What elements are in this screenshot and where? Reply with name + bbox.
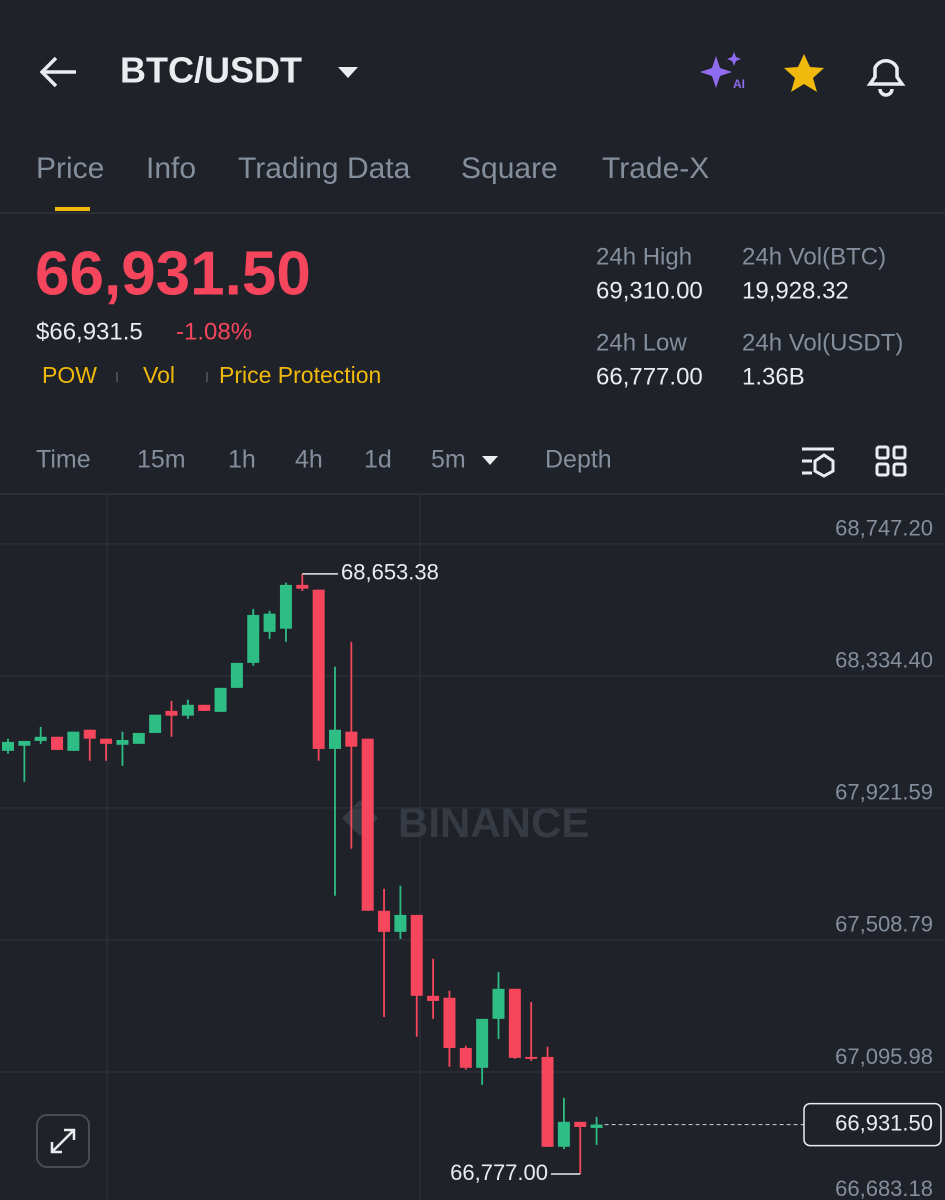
stat-label: 24h High [596,243,692,270]
last-price-box [803,1102,942,1147]
ai-button[interactable]: AI [700,52,745,91]
candle-body [296,584,309,589]
candle-body [263,613,276,632]
candle-body [574,1121,587,1127]
candle-body [279,584,292,629]
candle-body [476,1018,489,1068]
layout-button[interactable] [875,445,907,477]
candle-body [508,988,521,1058]
candle-body [541,1056,554,1147]
candle-body [198,704,211,711]
candle-body [427,995,440,1001]
y-tick-label: 68,747.20 [835,516,933,541]
candle-body [34,736,47,741]
last-price-label: 66,931.50 [835,1110,933,1135]
fullscreen-button[interactable] [36,1114,90,1168]
candle-body [312,589,325,749]
usd-price: $66,931.5 [36,318,143,345]
candle-body [557,1121,570,1147]
stat-value: 1.36B [742,363,805,390]
candle-body [165,710,178,716]
tab[interactable]: Trading Data [238,152,411,185]
stat-label: 24h Vol(USDT) [742,329,903,356]
candle-body [345,731,358,747]
tag[interactable]: Vol [143,362,175,388]
candle-body [361,738,374,911]
candle-body [51,736,64,750]
interval-tab[interactable]: 4h [295,446,323,474]
candle-body [100,738,113,744]
price-change: -1.08% [176,318,252,345]
svg-text:AI: AI [733,77,745,91]
watermark: BINANCE [398,799,589,846]
y-tick-label: 67,095.98 [835,1044,933,1069]
candle-body [214,687,227,712]
candle-body [181,704,194,716]
candle-body [492,988,505,1019]
interval-tab[interactable]: 15m [137,446,186,474]
tab[interactable]: Info [146,152,196,185]
stat-label: 24h Low [596,329,687,356]
candle-body [378,910,391,932]
candle-body [525,1056,538,1059]
tab[interactable]: Square [461,152,558,185]
candle-body [590,1124,603,1128]
interval-tab[interactable]: Depth [545,446,612,474]
pair-dropdown[interactable] [338,67,358,78]
back-button[interactable] [39,56,76,88]
max-label: 68,653.38 [341,560,439,585]
interval-dropdown[interactable] [482,456,498,465]
candle-body [247,614,260,663]
candle-body [18,740,31,746]
y-tick-label: 68,334.40 [835,648,933,673]
stat-value: 66,777.00 [596,363,703,390]
tab-indicator [55,207,90,211]
candle-body [410,914,423,996]
stat-value: 69,310.00 [596,277,703,304]
interval-tab[interactable]: Time [36,446,91,474]
interval-tab[interactable]: 1h [228,446,256,474]
favorite-button[interactable] [784,54,824,92]
tab[interactable]: Price [36,152,104,185]
candle-body [443,997,456,1048]
indicator-button[interactable] [802,447,835,478]
candle-body [329,729,341,749]
tag[interactable]: Price Protection [219,362,381,388]
stat-label: 24h Vol(BTC) [742,243,886,270]
stat-value: 19,928.32 [742,277,849,304]
pair-title[interactable]: BTC/USDT [120,50,302,91]
candle-body [459,1047,472,1068]
interval-tab[interactable]: 5m [431,446,466,474]
candle-body [83,729,96,739]
candle-body [230,662,243,688]
candle-body [67,731,80,751]
tag[interactable]: POW [42,362,97,388]
candle-body [132,732,145,744]
alert-button[interactable] [866,59,906,97]
min-label: 66,777.00 [450,1160,548,1185]
candle-body [149,714,162,733]
interval-tab[interactable]: 1d [364,446,392,474]
candle-body [2,741,14,751]
y-tick-label: 66,683.18 [835,1176,933,1200]
y-tick-label: 67,921.59 [835,780,933,805]
candle-body [394,914,407,932]
y-tick-label: 67,508.79 [835,912,933,937]
candle-body [116,739,129,745]
last-price: 66,931.50 [35,239,311,308]
tab[interactable]: Trade-X [602,152,709,185]
